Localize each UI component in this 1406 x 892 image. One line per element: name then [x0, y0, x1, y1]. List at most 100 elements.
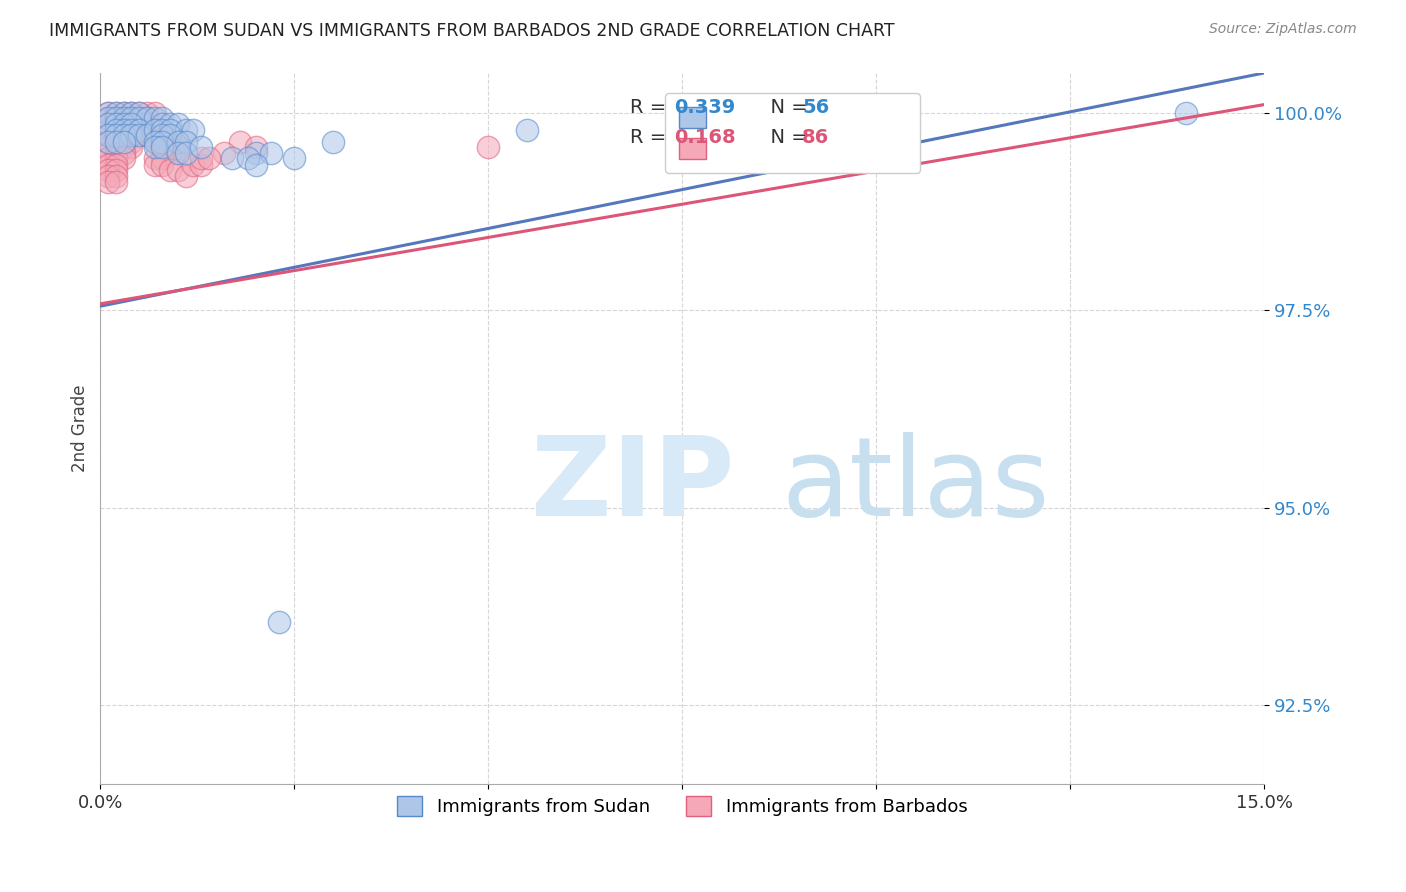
- Point: [97, 105, 120, 120]
- Point: [104, 135, 127, 149]
- Point: [167, 135, 190, 149]
- Point: [516, 123, 538, 137]
- Point: [120, 105, 142, 120]
- Point: [135, 111, 157, 125]
- Point: [104, 111, 127, 125]
- Point: [97, 123, 120, 137]
- Point: [104, 105, 127, 120]
- Point: [104, 117, 127, 131]
- Point: [112, 152, 135, 166]
- Point: [143, 152, 166, 166]
- Point: [120, 111, 142, 125]
- Point: [104, 111, 127, 125]
- Text: 0.339: 0.339: [673, 97, 735, 117]
- Point: [143, 123, 166, 137]
- Point: [97, 135, 120, 149]
- Point: [112, 123, 135, 137]
- Point: [97, 111, 120, 125]
- Point: [152, 140, 174, 154]
- Point: [97, 117, 120, 131]
- Point: [167, 117, 190, 131]
- Point: [152, 152, 174, 166]
- Point: [174, 145, 197, 160]
- Point: [112, 140, 135, 154]
- Point: [190, 152, 212, 166]
- Text: R =: R =: [630, 128, 672, 146]
- Point: [245, 158, 267, 172]
- Point: [174, 169, 197, 183]
- Point: [143, 158, 166, 172]
- Point: [128, 117, 150, 131]
- Point: [183, 123, 205, 137]
- Point: [128, 123, 150, 137]
- Point: [104, 117, 127, 131]
- Point: [143, 123, 166, 137]
- Point: [143, 128, 166, 143]
- Text: 0.168: 0.168: [673, 128, 735, 146]
- Point: [112, 105, 135, 120]
- Point: [128, 111, 150, 125]
- Point: [152, 135, 174, 149]
- Point: [322, 135, 344, 149]
- Point: [221, 152, 243, 166]
- Point: [120, 123, 142, 137]
- Point: [135, 111, 157, 125]
- Point: [167, 140, 190, 154]
- Point: [120, 135, 142, 149]
- Point: [112, 145, 135, 160]
- Point: [159, 163, 181, 178]
- Text: R =: R =: [630, 97, 672, 117]
- Point: [97, 111, 120, 125]
- Point: [97, 152, 120, 166]
- Point: [159, 140, 181, 154]
- Point: [104, 135, 127, 149]
- Point: [152, 135, 174, 149]
- Point: [135, 117, 157, 131]
- Point: [159, 128, 181, 143]
- Point: [710, 152, 733, 166]
- Point: [128, 123, 150, 137]
- Point: [128, 111, 150, 125]
- Point: [183, 158, 205, 172]
- Point: [236, 152, 259, 166]
- Point: [152, 117, 174, 131]
- Point: [97, 163, 120, 178]
- Point: [104, 175, 127, 189]
- Point: [104, 140, 127, 154]
- Point: [152, 128, 174, 143]
- Text: 56: 56: [801, 97, 830, 117]
- Point: [152, 158, 174, 172]
- Point: [97, 140, 120, 154]
- Point: [120, 128, 142, 143]
- Legend: Immigrants from Sudan, Immigrants from Barbados: Immigrants from Sudan, Immigrants from B…: [388, 788, 976, 825]
- Point: [112, 128, 135, 143]
- Point: [1175, 105, 1198, 120]
- Point: [152, 123, 174, 137]
- Point: [112, 111, 135, 125]
- Text: ZIP: ZIP: [531, 432, 734, 539]
- Point: [112, 135, 135, 149]
- Y-axis label: 2nd Grade: 2nd Grade: [72, 385, 89, 473]
- Point: [143, 140, 166, 154]
- Point: [135, 128, 157, 143]
- Point: [97, 105, 120, 120]
- Point: [104, 152, 127, 166]
- Point: [477, 140, 499, 154]
- Point: [112, 123, 135, 137]
- Point: [167, 145, 190, 160]
- Point: [120, 117, 142, 131]
- Point: [112, 128, 135, 143]
- Point: [143, 111, 166, 125]
- Point: [120, 128, 142, 143]
- Point: [152, 128, 174, 143]
- Text: N =: N =: [758, 128, 814, 146]
- Point: [97, 158, 120, 172]
- Point: [167, 145, 190, 160]
- Point: [120, 111, 142, 125]
- Point: [97, 128, 120, 143]
- Point: [120, 140, 142, 154]
- Point: [104, 163, 127, 178]
- Point: [104, 145, 127, 160]
- Point: [174, 123, 197, 137]
- Point: [112, 105, 135, 120]
